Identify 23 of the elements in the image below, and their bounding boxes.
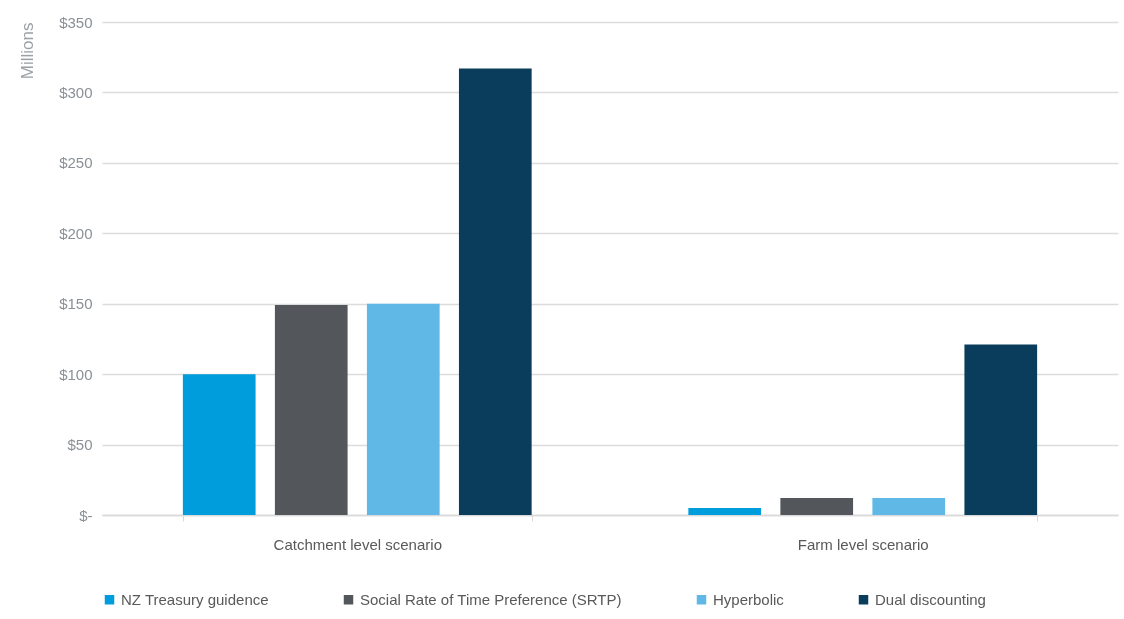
y-axis-title: Millions (18, 22, 38, 80)
bar (274, 305, 348, 515)
x-tick-label: Catchment level scenario (273, 535, 442, 553)
y-tick-label: $50 (67, 436, 93, 454)
y-tick-label: $250 (59, 154, 93, 172)
y-tick-label: $200 (59, 224, 93, 242)
legend-label: Social Rate of Time Preference (SRTP) (360, 590, 622, 608)
y-tick-label: $300 (59, 83, 93, 101)
bar (964, 344, 1038, 515)
y-tick-label: $- (79, 506, 93, 524)
x-tick-label: Farm level scenario (797, 535, 929, 553)
legend-label: Hyperbolic (713, 590, 785, 608)
bar (182, 374, 256, 515)
y-tick-label: $350 (59, 13, 93, 31)
legend-label: Dual discounting (875, 590, 986, 608)
bar (688, 507, 762, 515)
bar (458, 68, 532, 515)
legend-label: NZ Treasury guidence (121, 590, 269, 608)
y-tick-label: $100 (59, 365, 93, 383)
bar (780, 498, 854, 515)
bar (872, 498, 946, 515)
bar (366, 303, 440, 515)
y-tick-label: $150 (59, 295, 93, 313)
